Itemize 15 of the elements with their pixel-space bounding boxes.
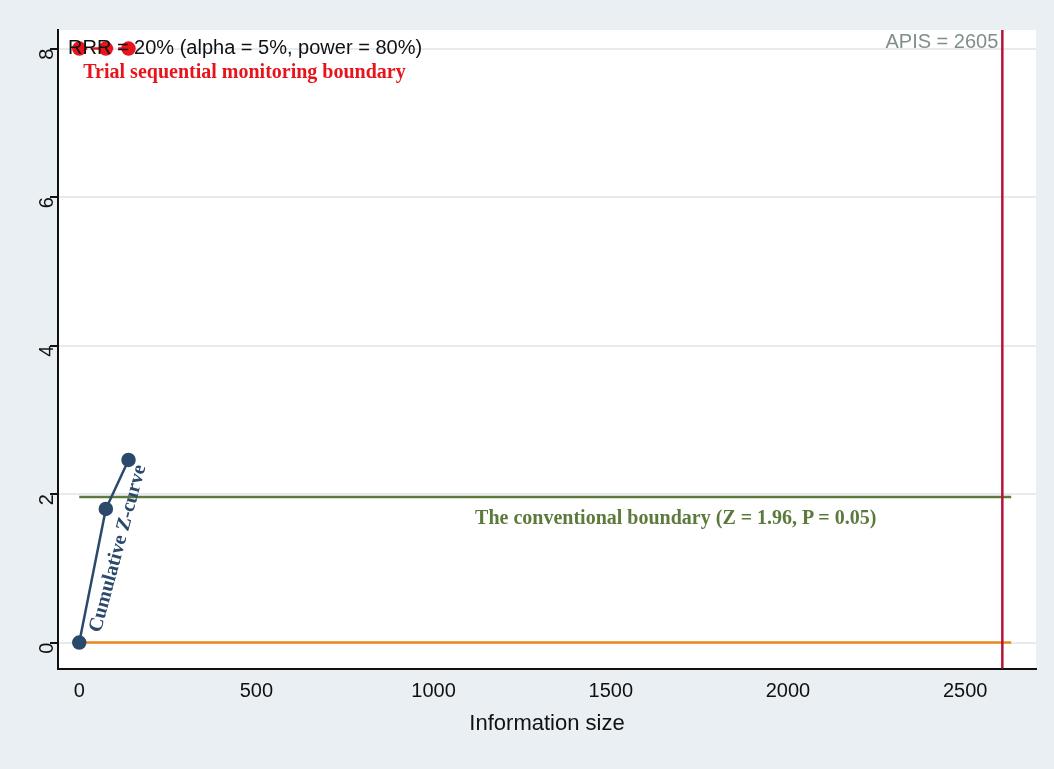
series-label: Trial sequential monitoring boundary <box>83 59 406 83</box>
x-tick-label: 1500 <box>588 679 634 702</box>
y-tick-label: 4 <box>34 345 57 357</box>
series-label: The conventional boundary (Z = 1.96, P = 0.05) <box>475 506 877 530</box>
ref-line-label: APIS = 2605 <box>885 29 999 52</box>
x-axis-title: Information size <box>469 709 625 735</box>
y-tick-label: 2 <box>34 494 57 506</box>
y-tick-label: 8 <box>34 48 57 60</box>
x-tick-label: 1000 <box>411 679 456 702</box>
y-tick-label: 6 <box>34 197 57 209</box>
x-tick-label: 500 <box>239 679 274 702</box>
x-tick-label: 2500 <box>942 679 988 702</box>
x-tick-label: 2000 <box>765 679 811 702</box>
y-tick-label: 0 <box>34 642 57 654</box>
x-tick-label: 0 <box>73 679 85 702</box>
